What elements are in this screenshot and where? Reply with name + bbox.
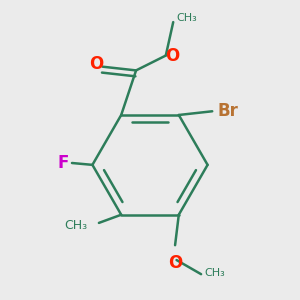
Text: Br: Br: [218, 102, 239, 120]
Text: CH₃: CH₃: [176, 13, 197, 22]
Text: CH₃: CH₃: [64, 219, 88, 232]
Text: CH₃: CH₃: [205, 268, 226, 278]
Text: O: O: [168, 254, 182, 272]
Text: F: F: [58, 154, 69, 172]
Text: O: O: [165, 47, 180, 65]
Text: O: O: [89, 55, 103, 73]
